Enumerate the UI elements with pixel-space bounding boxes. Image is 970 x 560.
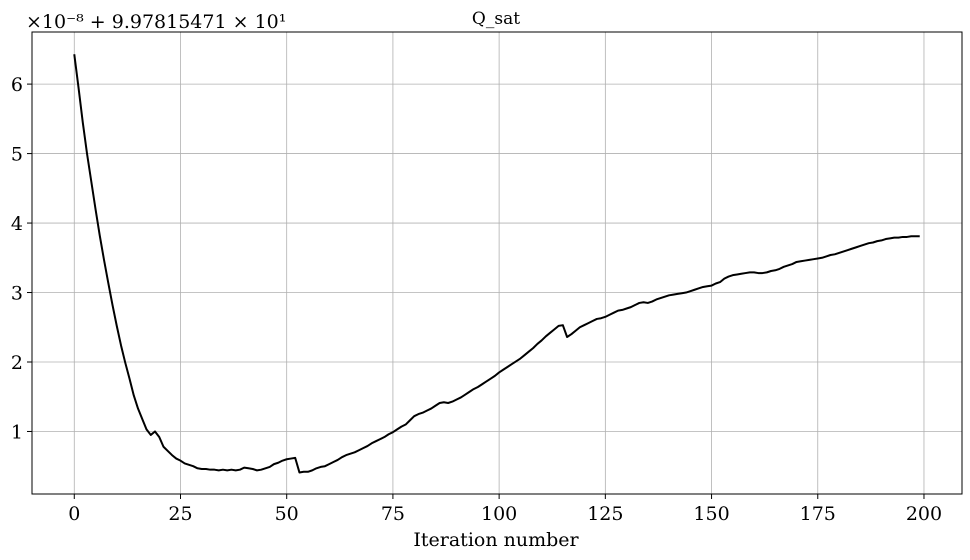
y-tick-label: 3 bbox=[11, 283, 23, 305]
x-tick-label: 100 bbox=[481, 503, 517, 525]
y-tick-label: 6 bbox=[11, 74, 23, 96]
x-axis-ticks: 0 25 50 75 100 125 150 175 200 bbox=[68, 494, 942, 525]
x-tick-label: 0 bbox=[68, 503, 80, 525]
y-offset-label: ×10⁻⁸ + 9.97815471 × 10¹ bbox=[26, 11, 286, 33]
x-tick-label: 125 bbox=[587, 503, 623, 525]
series-layer bbox=[73, 54, 920, 474]
chart-title: Q_sat bbox=[472, 9, 520, 29]
series-line bbox=[73, 54, 920, 474]
grid bbox=[32, 32, 962, 494]
plot-frame bbox=[31, 31, 963, 495]
x-tick-label: 150 bbox=[693, 503, 729, 525]
y-axis-ticks: 1 2 3 4 5 6 bbox=[11, 74, 32, 443]
x-tick-label: 50 bbox=[275, 503, 299, 525]
y-tick-label: 2 bbox=[11, 352, 23, 374]
x-tick-label: 200 bbox=[906, 503, 942, 525]
x-axis-label: Iteration number bbox=[413, 529, 579, 551]
x-tick-label: 25 bbox=[168, 503, 192, 525]
y-tick-label: 4 bbox=[11, 213, 23, 235]
x-tick-label: 75 bbox=[381, 503, 405, 525]
x-tick-label: 175 bbox=[800, 503, 836, 525]
y-tick-label: 1 bbox=[11, 421, 23, 443]
y-tick-label: 5 bbox=[11, 144, 23, 166]
